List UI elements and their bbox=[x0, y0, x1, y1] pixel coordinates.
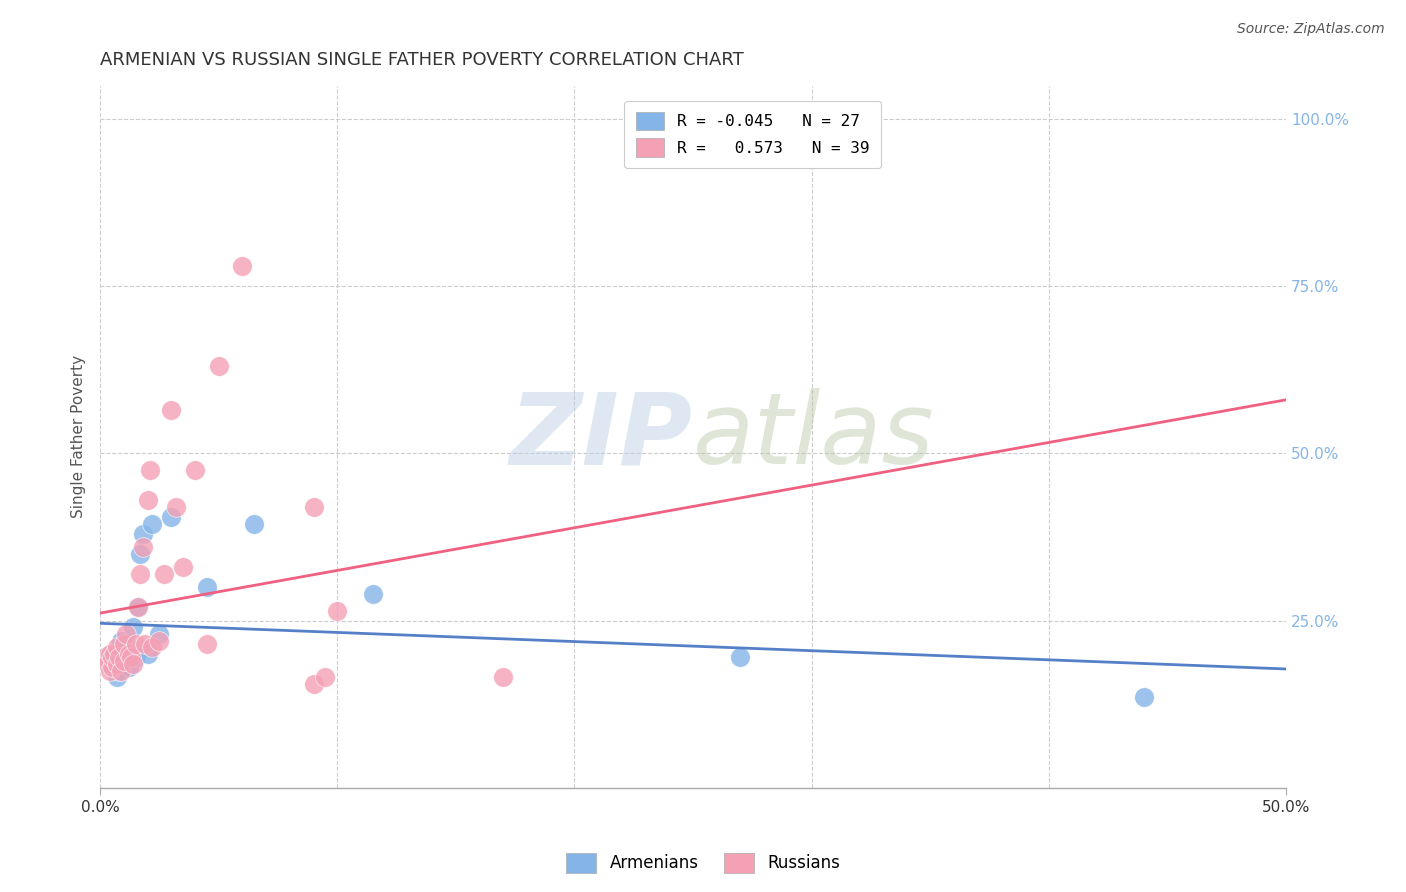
Point bbox=[141, 640, 163, 655]
Point bbox=[112, 654, 135, 668]
Point bbox=[139, 463, 162, 477]
Point bbox=[94, 650, 117, 665]
Point bbox=[231, 259, 253, 273]
Point bbox=[208, 359, 231, 374]
Point bbox=[112, 657, 135, 671]
Point bbox=[94, 650, 117, 665]
Point bbox=[101, 660, 124, 674]
Point bbox=[129, 566, 152, 581]
Point bbox=[132, 540, 155, 554]
Point bbox=[153, 566, 176, 581]
Point bbox=[125, 637, 148, 651]
Point bbox=[108, 650, 131, 665]
Point bbox=[136, 493, 159, 508]
Point bbox=[243, 516, 266, 531]
Point bbox=[492, 670, 515, 684]
Text: ARMENIAN VS RUSSIAN SINGLE FATHER POVERTY CORRELATION CHART: ARMENIAN VS RUSSIAN SINGLE FATHER POVERT… bbox=[100, 51, 744, 69]
Point bbox=[103, 650, 125, 665]
Point bbox=[148, 627, 170, 641]
Point bbox=[96, 657, 118, 671]
Point bbox=[302, 677, 325, 691]
Point bbox=[730, 650, 752, 665]
Point bbox=[127, 600, 149, 615]
Point bbox=[98, 657, 121, 671]
Point bbox=[136, 647, 159, 661]
Text: ZIP: ZIP bbox=[510, 388, 693, 485]
Point bbox=[195, 637, 218, 651]
Point bbox=[314, 670, 336, 684]
Point bbox=[125, 650, 148, 665]
Point bbox=[101, 650, 124, 665]
Point bbox=[105, 670, 128, 684]
Point bbox=[115, 627, 138, 641]
Point bbox=[105, 640, 128, 655]
Point bbox=[120, 650, 142, 665]
Point bbox=[115, 637, 138, 651]
Point bbox=[96, 654, 118, 668]
Point bbox=[184, 463, 207, 477]
Point bbox=[195, 580, 218, 594]
Point bbox=[110, 664, 132, 678]
Legend: R = -0.045   N = 27, R =   0.573   N = 39: R = -0.045 N = 27, R = 0.573 N = 39 bbox=[624, 101, 880, 168]
Y-axis label: Single Father Poverty: Single Father Poverty bbox=[72, 355, 86, 518]
Point bbox=[112, 637, 135, 651]
Point bbox=[98, 647, 121, 661]
Point bbox=[122, 620, 145, 634]
Point bbox=[108, 643, 131, 657]
Point bbox=[129, 547, 152, 561]
Text: atlas: atlas bbox=[693, 388, 935, 485]
Point bbox=[141, 516, 163, 531]
Point bbox=[134, 637, 156, 651]
Point bbox=[108, 664, 131, 678]
Point bbox=[132, 526, 155, 541]
Point bbox=[160, 509, 183, 524]
Point bbox=[98, 664, 121, 678]
Point bbox=[361, 587, 384, 601]
Point bbox=[110, 633, 132, 648]
Point bbox=[326, 603, 349, 617]
Point bbox=[172, 560, 194, 574]
Point bbox=[122, 657, 145, 671]
Text: Source: ZipAtlas.com: Source: ZipAtlas.com bbox=[1237, 22, 1385, 37]
Point bbox=[117, 660, 139, 674]
Point bbox=[103, 647, 125, 661]
Point bbox=[1132, 690, 1154, 705]
Point bbox=[101, 647, 124, 661]
Point bbox=[165, 500, 187, 514]
Point bbox=[117, 647, 139, 661]
Point bbox=[127, 600, 149, 615]
Legend: Armenians, Russians: Armenians, Russians bbox=[560, 847, 846, 880]
Point bbox=[105, 657, 128, 671]
Point bbox=[302, 500, 325, 514]
Point bbox=[148, 633, 170, 648]
Point bbox=[101, 657, 124, 671]
Point bbox=[160, 403, 183, 417]
